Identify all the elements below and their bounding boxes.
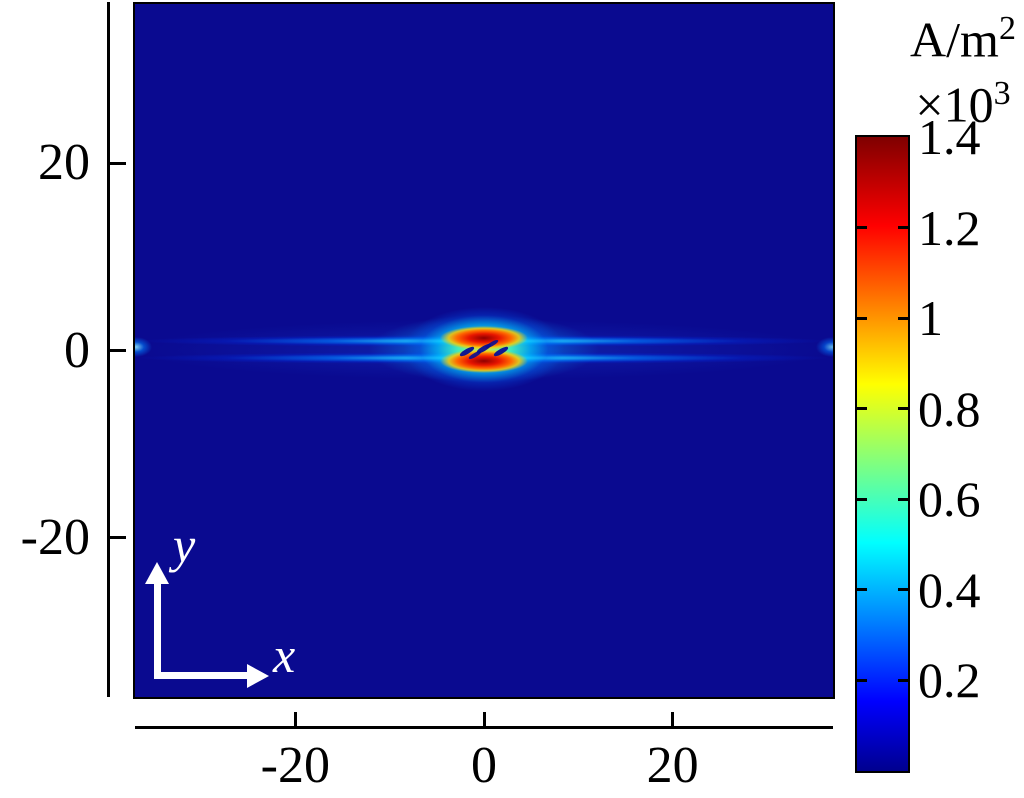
x-axis-line: [135, 726, 833, 729]
y-tick-label: 20: [38, 134, 90, 192]
y-tick: [110, 161, 126, 165]
colorbar-tick-label: 0.2: [918, 652, 981, 709]
colorbar-tick-left: [857, 316, 867, 320]
y-arrow-shaft: [154, 582, 161, 679]
colorbar-tick-left: [857, 678, 867, 682]
x-tick-label: 0: [471, 737, 497, 794]
colorbar-tick-left: [857, 588, 867, 592]
colorbar-tick-label: 1.2: [918, 199, 981, 256]
colorbar-unit-label: A/m2 ×103: [893, 2, 1024, 131]
plot-area: y x: [133, 2, 835, 699]
hotspot-lobe-lower: [440, 349, 528, 373]
x-tick-label: 20: [646, 737, 699, 794]
colorbar-tick-left: [857, 226, 867, 230]
y-arrow-head-icon: [145, 562, 169, 584]
x-arrow-head-icon: [247, 663, 269, 688]
colorbar-tick-right: [898, 226, 908, 230]
edge-spot-left: [135, 337, 152, 357]
colorbar-tick-label: 0.8: [918, 380, 981, 437]
x-tick: [671, 712, 675, 727]
colorbar-tick-label: 1.4: [918, 109, 981, 165]
heatmap-layers: [135, 4, 833, 697]
colorbar-tick-label: 0.4: [918, 561, 981, 618]
y-axis-arrow-label: y: [173, 517, 196, 573]
colorbar-tick-right: [898, 316, 908, 320]
colorbar-tick-label: 0.6: [918, 471, 981, 528]
colorbar-unit: A/m2: [910, 10, 1016, 68]
y-tick: [110, 536, 126, 540]
colorbar-tick-right: [898, 497, 908, 501]
colorbar-tick-label: 1: [918, 290, 943, 347]
x-axis-arrow-label: x: [273, 627, 296, 683]
colorbar-tick-right: [898, 678, 908, 682]
y-axis-line: [107, 2, 110, 697]
colorbar-tick-left: [857, 407, 867, 411]
colorbar-scale: ×103: [915, 74, 1011, 133]
colorbar-tick-left: [857, 497, 867, 501]
colorbar-tick-right: [898, 407, 908, 411]
x-tick: [293, 712, 297, 727]
y-tick-label: 0: [64, 321, 90, 379]
colorbar-tick-right: [898, 588, 908, 592]
x-arrow-shaft: [154, 672, 249, 679]
y-tick: [110, 349, 126, 352]
x-tick: [482, 712, 486, 727]
colorbar: [855, 135, 910, 773]
x-tick-label: -20: [260, 737, 330, 794]
edge-spot-right: [816, 337, 833, 357]
y-tick-label: -20: [20, 508, 90, 566]
